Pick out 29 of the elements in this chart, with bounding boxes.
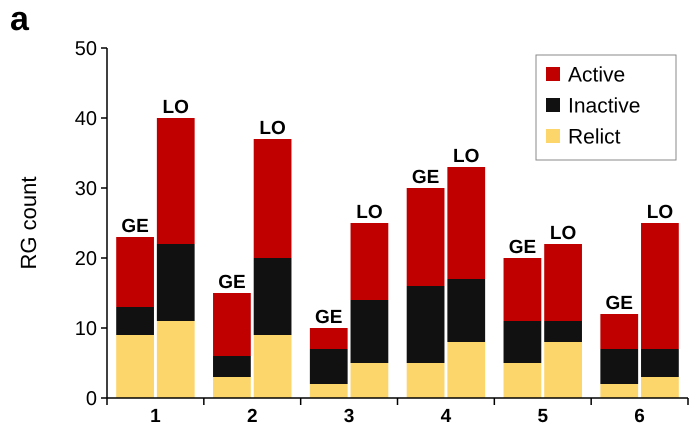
legend-label: Active xyxy=(568,63,626,86)
chart-title: a xyxy=(10,0,30,38)
annotation: GE xyxy=(315,307,342,328)
y-tick-label: 20 xyxy=(74,248,97,270)
y-tick-label: 50 xyxy=(74,38,97,60)
annotation: GE xyxy=(606,293,633,314)
y-tick-label: 40 xyxy=(74,108,97,130)
text: 3 xyxy=(344,406,354,426)
y-tick-label: 0 xyxy=(86,388,97,410)
text: 2 xyxy=(246,406,258,426)
y-tick-label: 10 xyxy=(74,318,97,340)
annotation: LO xyxy=(646,202,674,223)
annotation: GE xyxy=(218,272,246,293)
text: 6 xyxy=(634,406,645,426)
y-tick-label: 30 xyxy=(74,178,97,200)
text: 4 xyxy=(440,406,452,426)
annotation: LO xyxy=(356,202,383,223)
annotation: GE xyxy=(121,216,149,237)
y-axis-title: RG count xyxy=(16,176,41,270)
annotation: LO xyxy=(550,223,576,244)
text: 5 xyxy=(537,406,548,426)
legend-label: Inactive xyxy=(568,94,640,118)
annotation: LO xyxy=(259,118,286,139)
annotation: LO xyxy=(162,97,189,118)
legend-label: Relict xyxy=(568,125,621,148)
text: 1 xyxy=(150,406,162,426)
annotation: GE xyxy=(412,167,440,188)
annotation: LO xyxy=(453,146,480,167)
annotation: GE xyxy=(508,237,536,258)
